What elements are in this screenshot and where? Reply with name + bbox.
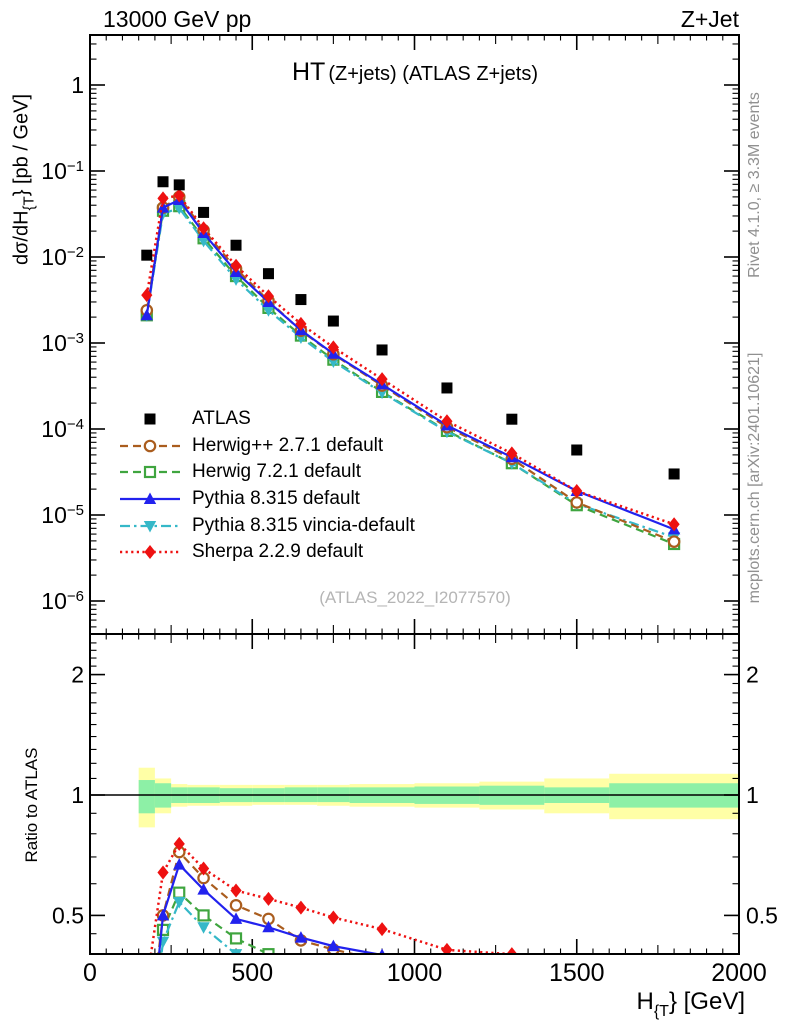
legend-label-pythia: Pythia 8.315 default: [192, 488, 360, 510]
x-axis-title: H{T} [GeV]: [636, 988, 745, 1020]
mcplots-arxiv-note: mcplots.cern.ch [arXiv:2401.10621]: [746, 352, 763, 604]
tick-labels: 0 500 1000 1500 2000 1 10−1 10−2 10−3 10−4 10−5 10−…: [41, 72, 778, 987]
svg-text:2: 2: [746, 662, 759, 688]
legend-label-vincia: Pythia 8.315 vincia-default: [192, 514, 415, 536]
series-sherpa-main: [141, 188, 680, 532]
svg-text:10−1: 10−1: [41, 158, 84, 184]
svg-text:10−4: 10−4: [41, 416, 84, 442]
legend-label-atlas: ATLAS: [192, 408, 251, 430]
svg-text:1: 1: [746, 782, 759, 808]
legend-item-sherpa: Sherpa 2.2.9 default: [118, 539, 415, 566]
svg-text:0.5: 0.5: [52, 902, 84, 928]
plot-title: HT (Z+jets) (ATLAS Z+jets): [90, 58, 740, 87]
svg-text:0: 0: [83, 959, 97, 987]
series-herwigpp-ratio: [156, 845, 358, 954]
legend-sample-atlas: [144, 413, 156, 425]
legend-sample-pythia: [120, 492, 180, 505]
legend-label-herwig7: Herwig 7.2.1 default: [192, 461, 361, 483]
svg-text:1: 1: [71, 72, 84, 98]
series-pythia-ratio: [156, 858, 385, 954]
svg-text:10−3: 10−3: [41, 330, 84, 356]
svg-text:10−5: 10−5: [41, 502, 84, 528]
svg-text:1000: 1000: [387, 959, 443, 987]
legend-label-herwigpp: Herwig++ 2.7.1 default: [192, 434, 384, 456]
svg-text:500: 500: [231, 959, 273, 987]
legend-item-atlas: ATLAS: [118, 406, 415, 433]
y-axis-title: dσ/dH{T} [pb / GeV]: [10, 93, 38, 266]
plot-title-observable: HT: [292, 58, 326, 86]
process-label: Z+Jet: [680, 6, 739, 32]
plot-title-detail: (Z+jets) (ATLAS Z+jets): [328, 63, 538, 85]
beam-energy-label: 13000 GeV pp: [103, 6, 252, 32]
series-herwig7-ratio: [156, 886, 275, 954]
legend-item-pythia: Pythia 8.315 default: [118, 486, 415, 513]
ratio-axis-title: Ratio to ATLAS: [22, 747, 41, 863]
legend-sample-herwig7: [120, 466, 180, 479]
legend-sample-herwigpp: [120, 439, 180, 453]
svg-text:1500: 1500: [549, 959, 605, 987]
svg-text:2: 2: [71, 662, 84, 688]
legend-item-herwig7: Herwig 7.2.1 default: [118, 459, 415, 486]
svg-text:10−2: 10−2: [41, 244, 84, 270]
legend-item-vincia: Pythia 8.315 vincia-default: [118, 512, 415, 539]
legend-sample-vincia: [120, 520, 180, 533]
svg-text:0.5: 0.5: [746, 902, 778, 928]
svg-text:2000: 2000: [711, 959, 767, 987]
legend-sample-sherpa: [120, 545, 180, 560]
uncertainty-bands: [138, 767, 739, 828]
analysis-watermark: (ATLAS_2022_I2077570): [319, 588, 511, 607]
legend-label-sherpa: Sherpa 2.2.9 default: [192, 541, 364, 563]
legend-item-herwigpp: Herwig++ 2.7.1 default: [118, 433, 415, 460]
svg-text:10−6: 10−6: [41, 588, 84, 614]
atlas-data-points: [141, 176, 680, 480]
svg-text:1: 1: [71, 782, 84, 808]
series-sherpa-ratio: [149, 836, 518, 954]
legend: ATLAS Herwig++ 2.7.1 default Herwig 7.2.1 …: [118, 406, 415, 566]
band-green-bin: [138, 780, 155, 814]
ratio-panel-frame: [89, 633, 740, 955]
